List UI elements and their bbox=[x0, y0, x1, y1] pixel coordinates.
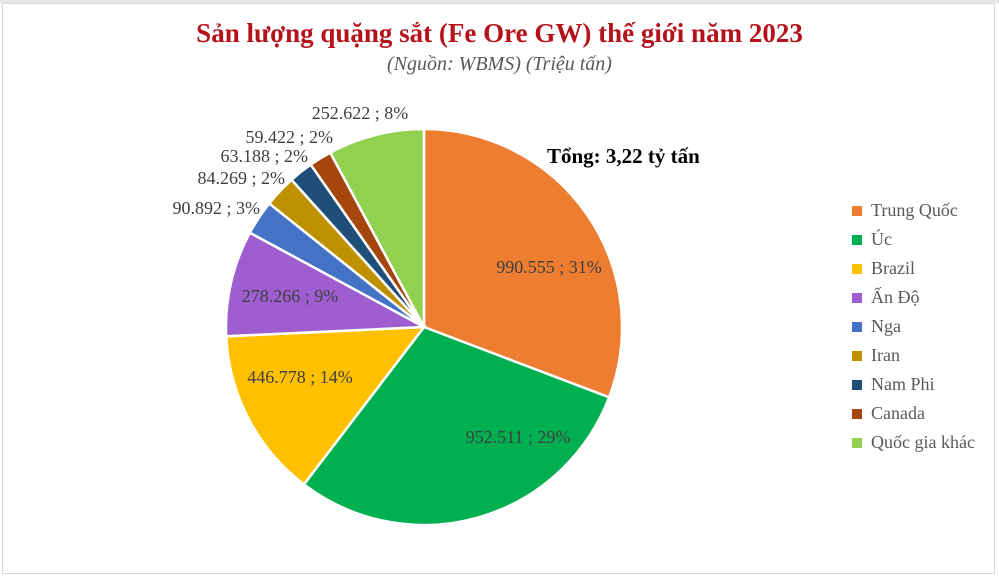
legend-label: Trung Quốc bbox=[871, 200, 958, 220]
legend-label: Brazil bbox=[871, 258, 915, 278]
legend-item: Trung Quốc bbox=[852, 196, 975, 225]
legend-item: Iran bbox=[852, 341, 975, 370]
data-label: 59.422 ; 2% bbox=[246, 127, 334, 147]
legend-item: Canada bbox=[852, 399, 975, 428]
pie-slice-ấn-độ bbox=[224, 231, 429, 338]
legend-label: Ấn Độ bbox=[871, 287, 920, 307]
legend-swatch-icon bbox=[852, 234, 862, 245]
legend-swatch-icon bbox=[852, 292, 862, 303]
legend-label: Iran bbox=[871, 345, 900, 365]
legend-label: Canada bbox=[871, 403, 925, 423]
legend-swatch-icon bbox=[852, 408, 862, 419]
legend-swatch-icon bbox=[852, 321, 862, 332]
legend-label: Quốc gia khác bbox=[871, 432, 975, 452]
pie-slice-úc bbox=[302, 325, 611, 527]
chart-subtitle: (Nguồn: WBMS) (Triệu tấn) bbox=[387, 53, 612, 75]
top-border bbox=[0, 0, 999, 3]
legend-label: Nga bbox=[871, 316, 901, 336]
pie-slice-brazil bbox=[224, 325, 427, 487]
legend-item: Úc bbox=[852, 225, 975, 254]
data-label: 252.622 ; 8% bbox=[312, 103, 409, 123]
chart-legend: Trung Quốc Úc Brazil Ấn Độ Nga Iran Nam Phi Can… bbox=[852, 196, 975, 457]
data-label: 90.892 ; 3% bbox=[173, 198, 261, 218]
legend-item: Ấn Độ bbox=[852, 283, 975, 312]
total-annotation: Tổng: 3,22 tỷ tấn bbox=[547, 144, 700, 168]
data-label: 84.269 ; 2% bbox=[198, 168, 286, 188]
data-label: 990.555 ; 31% bbox=[496, 257, 602, 277]
chart-title: Sản lượng quặng sắt (Fe Ore GW) thế giới… bbox=[196, 18, 803, 48]
data-label: 278.266 ; 9% bbox=[242, 286, 339, 306]
data-label: 63.188 ; 2% bbox=[221, 146, 309, 166]
data-label: 952.511 ; 29% bbox=[466, 427, 571, 447]
legend-swatch-icon bbox=[852, 350, 862, 361]
legend-item: Nam Phi bbox=[852, 370, 975, 399]
legend-label: Nam Phi bbox=[871, 374, 935, 394]
legend-swatch-icon bbox=[852, 437, 862, 448]
pie-slice-quốc-gia-khác bbox=[328, 127, 426, 328]
legend-item: Quốc gia khác bbox=[852, 428, 975, 457]
legend-swatch-icon bbox=[852, 263, 862, 274]
data-label: 446.778 ; 14% bbox=[247, 367, 353, 387]
pie-slices bbox=[224, 127, 624, 527]
pie-data-labels: 990.555 ; 31% 952.511 ; 29% 446.778 ; 14% 2… bbox=[173, 103, 602, 447]
legend-item: Brazil bbox=[852, 254, 975, 283]
legend-swatch-icon bbox=[852, 379, 862, 390]
legend-swatch-icon bbox=[852, 205, 862, 216]
legend-label: Úc bbox=[871, 229, 892, 249]
pie-slice-trung-quốc bbox=[422, 127, 624, 399]
legend-item: Nga bbox=[852, 312, 975, 341]
